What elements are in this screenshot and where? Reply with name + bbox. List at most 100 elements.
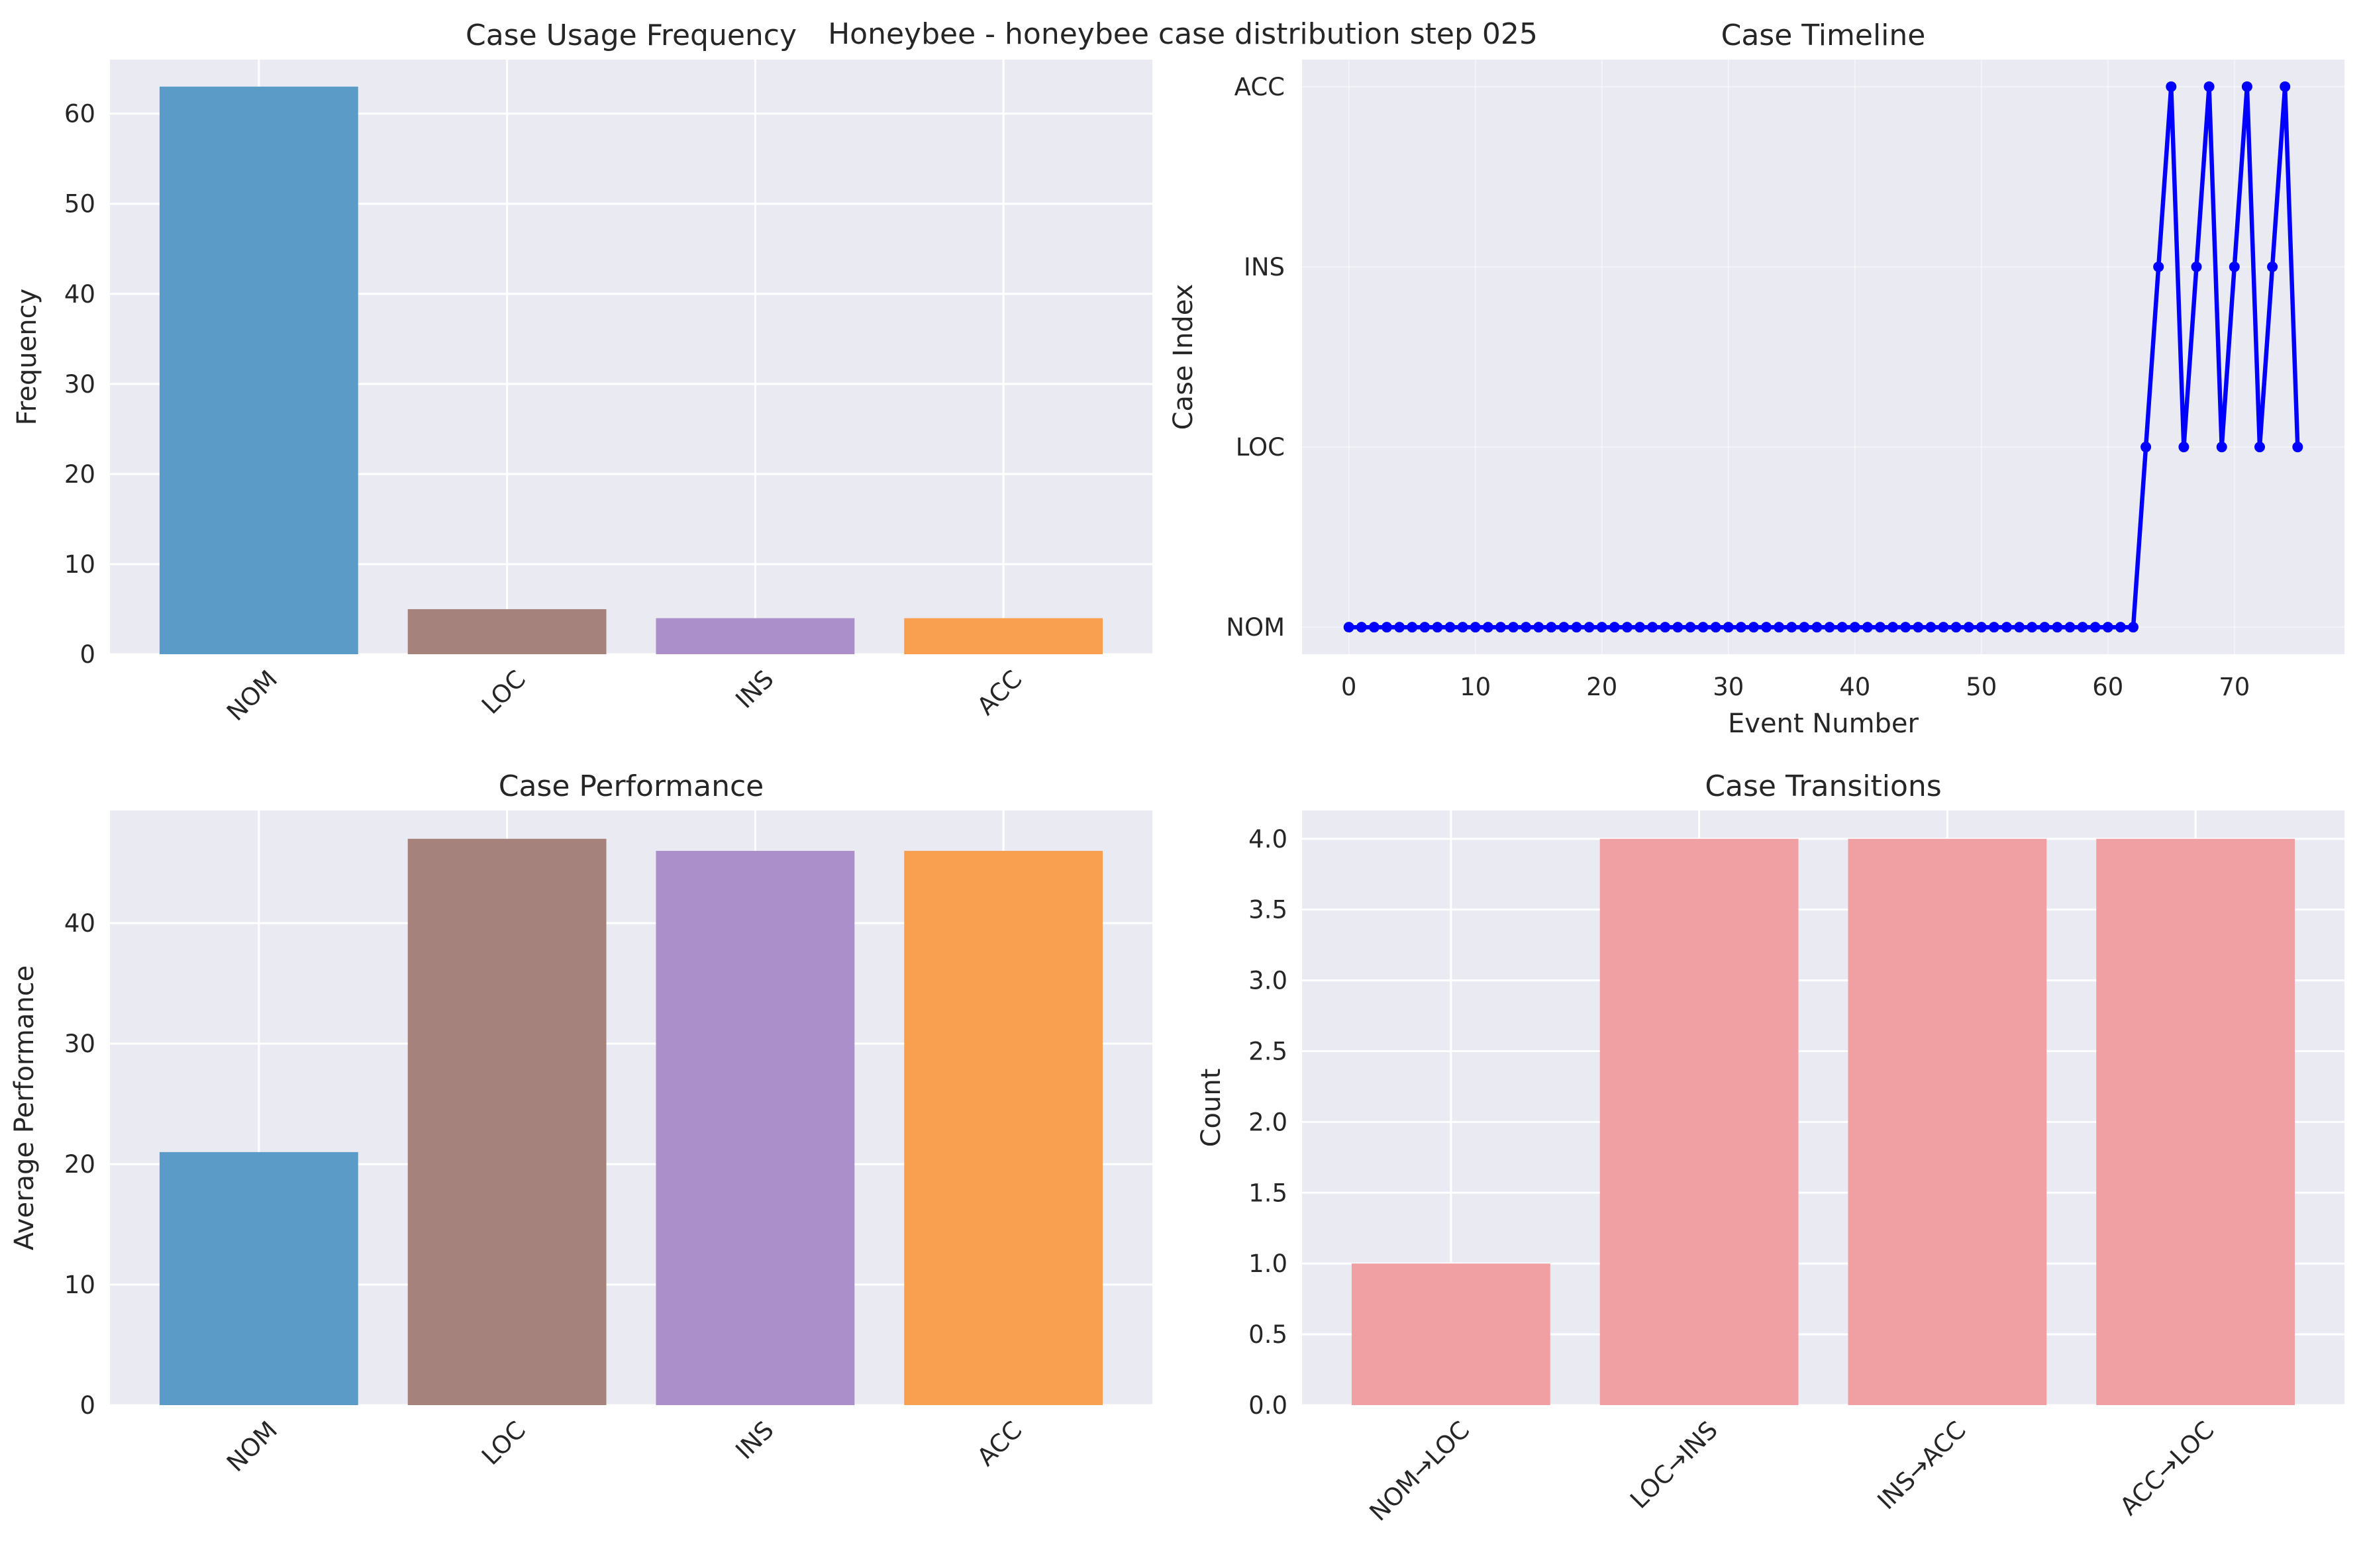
freq-title: Case Usage Frequency <box>466 19 797 52</box>
timeline-point-75 <box>2292 442 2303 453</box>
perf-ylabel: Average Performance <box>9 965 40 1250</box>
timeline-point-74 <box>2280 81 2291 92</box>
timeline-point-5 <box>1407 622 1418 633</box>
timeline-point-69 <box>2216 442 2227 453</box>
timeline-point-58 <box>2077 622 2088 633</box>
trans-ytick-label: 0.5 <box>1248 1320 1287 1349</box>
timeline-point-24 <box>1647 622 1658 633</box>
timeline-point-11 <box>1482 622 1493 633</box>
perf-bar-loc <box>407 838 607 1405</box>
timeline-point-62 <box>2127 622 2139 633</box>
perf-ytick-label: 40 <box>64 909 95 938</box>
timeline-point-65 <box>2166 81 2177 92</box>
perf-ytick-label: 0 <box>79 1391 95 1420</box>
timeline-point-55 <box>2039 622 2050 633</box>
timeline-point-54 <box>2027 622 2038 633</box>
timeline-point-3 <box>1381 622 1392 633</box>
timeline-point-21 <box>1609 622 1620 633</box>
timeline-point-4 <box>1394 622 1405 633</box>
timeline-point-51 <box>1988 622 1999 633</box>
freq-ytick-label: 10 <box>64 550 95 579</box>
freq-bar-acc <box>904 618 1103 654</box>
timeline-point-57 <box>2064 622 2076 633</box>
timeline-point-16 <box>1546 622 1557 633</box>
perf-bar-ins <box>656 850 855 1405</box>
timeline-point-59 <box>2089 622 2101 633</box>
trans-ytick-label: 1.0 <box>1248 1250 1287 1278</box>
timeline-point-68 <box>2203 81 2215 92</box>
timeline-point-0 <box>1343 622 1354 633</box>
timeline-point-43 <box>1887 622 1899 633</box>
perf-bar-nom <box>159 1152 358 1405</box>
timeline-point-31 <box>1735 622 1746 633</box>
timeline-ytick-label: INS <box>1244 253 1285 281</box>
timeline-point-28 <box>1697 622 1709 633</box>
timeline-series-line <box>1348 84 2300 630</box>
timeline-ylabel: Case Index <box>1168 284 1199 430</box>
freq-ytick-label: 40 <box>64 280 95 309</box>
perf-ytick-label: 30 <box>64 1030 95 1058</box>
timeline-point-23 <box>1635 622 1646 633</box>
trans-ytick-label: 1.5 <box>1248 1179 1287 1207</box>
freq-ytick-label: 20 <box>64 460 95 489</box>
timeline-title: Case Timeline <box>1721 19 1926 52</box>
freq-ylabel: Frequency <box>12 289 42 426</box>
timeline-point-6 <box>1419 622 1431 633</box>
timeline-point-13 <box>1508 622 1519 633</box>
timeline-xtick-label: 50 <box>1966 673 1997 701</box>
timeline-point-72 <box>2254 442 2266 453</box>
timeline-point-22 <box>1621 622 1633 633</box>
timeline-point-66 <box>2178 442 2189 453</box>
timeline-point-60 <box>2102 622 2113 633</box>
freq-ytick-label: 60 <box>64 100 95 128</box>
panel-case-timeline: Case Timeline Case Index 0 10 20 30 40 50 60 70 NO… <box>1168 19 2344 739</box>
timeline-point-38 <box>1824 622 1835 633</box>
timeline-point-63 <box>2140 442 2152 453</box>
timeline-xtick-label: 20 <box>1586 673 1617 701</box>
timeline-point-42 <box>1874 622 1886 633</box>
timeline-point-71 <box>2241 81 2252 92</box>
timeline-point-40 <box>1849 622 1860 633</box>
perf-ytick-label: 20 <box>64 1150 95 1179</box>
perf-bar-acc <box>904 850 1103 1405</box>
trans-bar-nom-to-loc <box>1351 1263 1550 1405</box>
timeline-point-48 <box>1950 622 1962 633</box>
timeline-point-30 <box>1723 622 1734 633</box>
timeline-point-52 <box>2001 622 2012 633</box>
timeline-point-1 <box>1356 622 1367 633</box>
timeline-point-32 <box>1748 622 1759 633</box>
timeline-point-19 <box>1584 622 1595 633</box>
timeline-xlabel: Event Number <box>1728 709 1919 739</box>
figure-suptitle: Honeybee - honeybee case distribution st… <box>828 17 1538 51</box>
timeline-point-34 <box>1774 622 1785 633</box>
timeline-point-26 <box>1672 622 1684 633</box>
timeline-point-17 <box>1558 622 1570 633</box>
trans-ytick-label: 2.5 <box>1248 1037 1287 1065</box>
timeline-point-41 <box>1862 622 1873 633</box>
timeline-point-53 <box>2014 622 2025 633</box>
trans-title: Case Transitions <box>1705 769 1941 803</box>
trans-bar-ins-to-acc <box>1848 838 2047 1405</box>
timeline-point-25 <box>1660 622 1671 633</box>
timeline-point-44 <box>1900 622 1911 633</box>
timeline-point-50 <box>1976 622 1987 633</box>
timeline-point-29 <box>1710 622 1721 633</box>
panel-case-usage-frequency: Case Usage Frequency Frequency 0 10 20 30 40 50… <box>12 19 1152 726</box>
freq-bar-nom <box>159 86 358 654</box>
timeline-xtick-label: 30 <box>1713 673 1744 701</box>
timeline-point-45 <box>1913 622 1924 633</box>
timeline-point-15 <box>1533 622 1544 633</box>
timeline-point-8 <box>1444 622 1456 633</box>
trans-ytick-label: 2.0 <box>1248 1108 1287 1136</box>
panel-case-transitions: Case Transitions Count 0.0 0.5 1.0 1.5 2.0 2.5 3… <box>1196 769 2344 1527</box>
timeline-point-2 <box>1368 622 1380 633</box>
timeline-xtick-label: 10 <box>1460 673 1491 701</box>
timeline-point-49 <box>1963 622 1974 633</box>
timeline-point-47 <box>1938 622 1949 633</box>
timeline-point-20 <box>1596 622 1607 633</box>
freq-ytick-label: 30 <box>64 370 95 399</box>
timeline-point-18 <box>1571 622 1582 633</box>
timeline-point-70 <box>2229 261 2240 272</box>
timeline-point-67 <box>2191 261 2202 272</box>
